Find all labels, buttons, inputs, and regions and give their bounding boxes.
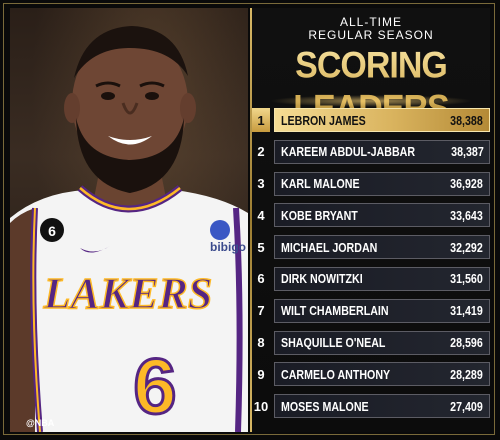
rank-highlight	[252, 108, 270, 132]
player-name: KOBE BRYANT	[281, 207, 358, 223]
rank-number: 6	[257, 271, 265, 287]
leader-bar: DIRK NOWITZKI 31,560	[274, 266, 490, 291]
leader-bar: KOBE BRYANT 33,643	[274, 203, 490, 228]
list-item: 4 KOBE BRYANT 33,643	[252, 203, 490, 228]
player-name: KARL MALONE	[281, 176, 360, 192]
player-name: CARMELO ANTHONY	[281, 366, 391, 382]
player-name: MICHAEL JORDAN	[281, 239, 378, 255]
leader-bar: KAREEM ABDUL-JABBAR 38,387	[274, 139, 490, 164]
rank-number: 2	[257, 144, 265, 160]
list-item: 9 CARMELO ANTHONY 28,289	[252, 362, 490, 387]
list-item: 5 MICHAEL JORDAN 32,292	[252, 235, 490, 260]
player-points: 33,643	[450, 207, 483, 223]
list-item: 10 MOSES MALONE 27,409	[252, 394, 490, 419]
rank-number: 4	[257, 207, 265, 223]
player-name: MOSES MALONE	[281, 398, 369, 414]
header-line-1: ALL-TIME	[339, 15, 402, 29]
player-points: 28,289	[450, 366, 483, 382]
rank-number: 3	[257, 176, 265, 192]
rank-number: 8	[257, 335, 265, 351]
player-points: 27,409	[450, 398, 483, 414]
leader-bar: SHAQUILLE O'NEAL 28,596	[274, 330, 490, 355]
leaders-panel: ALL-TIME REGULAR SEASON SCORING LEADERS …	[252, 8, 490, 432]
rank-number: 10	[253, 398, 269, 414]
player-illustration: LAKERS 6 6 bibigo	[10, 26, 248, 432]
leader-bar: MICHAEL JORDAN 32,292	[274, 235, 490, 260]
player-points: 36,928	[450, 176, 483, 192]
player-points: 28,596	[450, 335, 483, 351]
list-item: 2 KAREEM ABDUL-JABBAR 38,387	[252, 139, 490, 164]
leader-bar: CARMELO ANTHONY 28,289	[274, 362, 490, 387]
rank-number: 7	[257, 303, 265, 319]
jersey-number: 6	[133, 342, 176, 430]
rank-number: 9	[257, 366, 265, 382]
player-name: KAREEM ABDUL-JABBAR	[281, 144, 416, 160]
player-name: DIRK NOWITZKI	[281, 271, 363, 287]
leader-bar: KARL MALONE 36,928	[274, 171, 490, 196]
list-item: 8 SHAQUILLE O'NEAL 28,596	[252, 330, 490, 355]
player-points: 31,560	[450, 271, 483, 287]
header-line-2: REGULAR SEASON	[308, 28, 434, 42]
swoosh-icon	[80, 246, 110, 253]
leader-bar: WILT CHAMBERLAIN 31,419	[274, 298, 490, 323]
photo-credit: @NBA	[26, 418, 55, 428]
player-points: 38,388	[450, 112, 483, 128]
list-item: 1 LEBRON JAMES 38,388	[252, 108, 490, 132]
gold-divider	[250, 8, 252, 432]
rank-number: 1	[257, 112, 265, 128]
list-item: 6 DIRK NOWITZKI 31,560	[252, 266, 490, 291]
player-points: 38,387	[451, 144, 485, 160]
list-item: 7 WILT CHAMBERLAIN 31,419	[252, 298, 490, 323]
player-name: WILT CHAMBERLAIN	[281, 303, 389, 319]
sleeve-patch: 6	[48, 223, 56, 239]
player-points: 31,419	[450, 303, 483, 319]
player-name: LEBRON JAMES	[281, 112, 366, 128]
player-points: 32,292	[450, 239, 483, 255]
leader-bar: LEBRON JAMES 38,388	[274, 108, 490, 132]
list-item: 3 KARL MALONE 36,928	[252, 171, 490, 196]
player-name: SHAQUILLE O'NEAL	[281, 335, 386, 351]
rank-number: 5	[257, 239, 265, 255]
player-photo: LAKERS 6 6 bibigo @NBA	[10, 8, 248, 432]
sponsor-text: bibigo	[210, 240, 246, 254]
leader-bar: MOSES MALONE 27,409	[274, 394, 490, 419]
jersey-wordmark: LAKERS	[43, 269, 213, 318]
title-sparkle	[252, 94, 490, 108]
leaders-list: 1 LEBRON JAMES 38,388 2 KAREEM ABDUL-JAB…	[252, 108, 490, 426]
